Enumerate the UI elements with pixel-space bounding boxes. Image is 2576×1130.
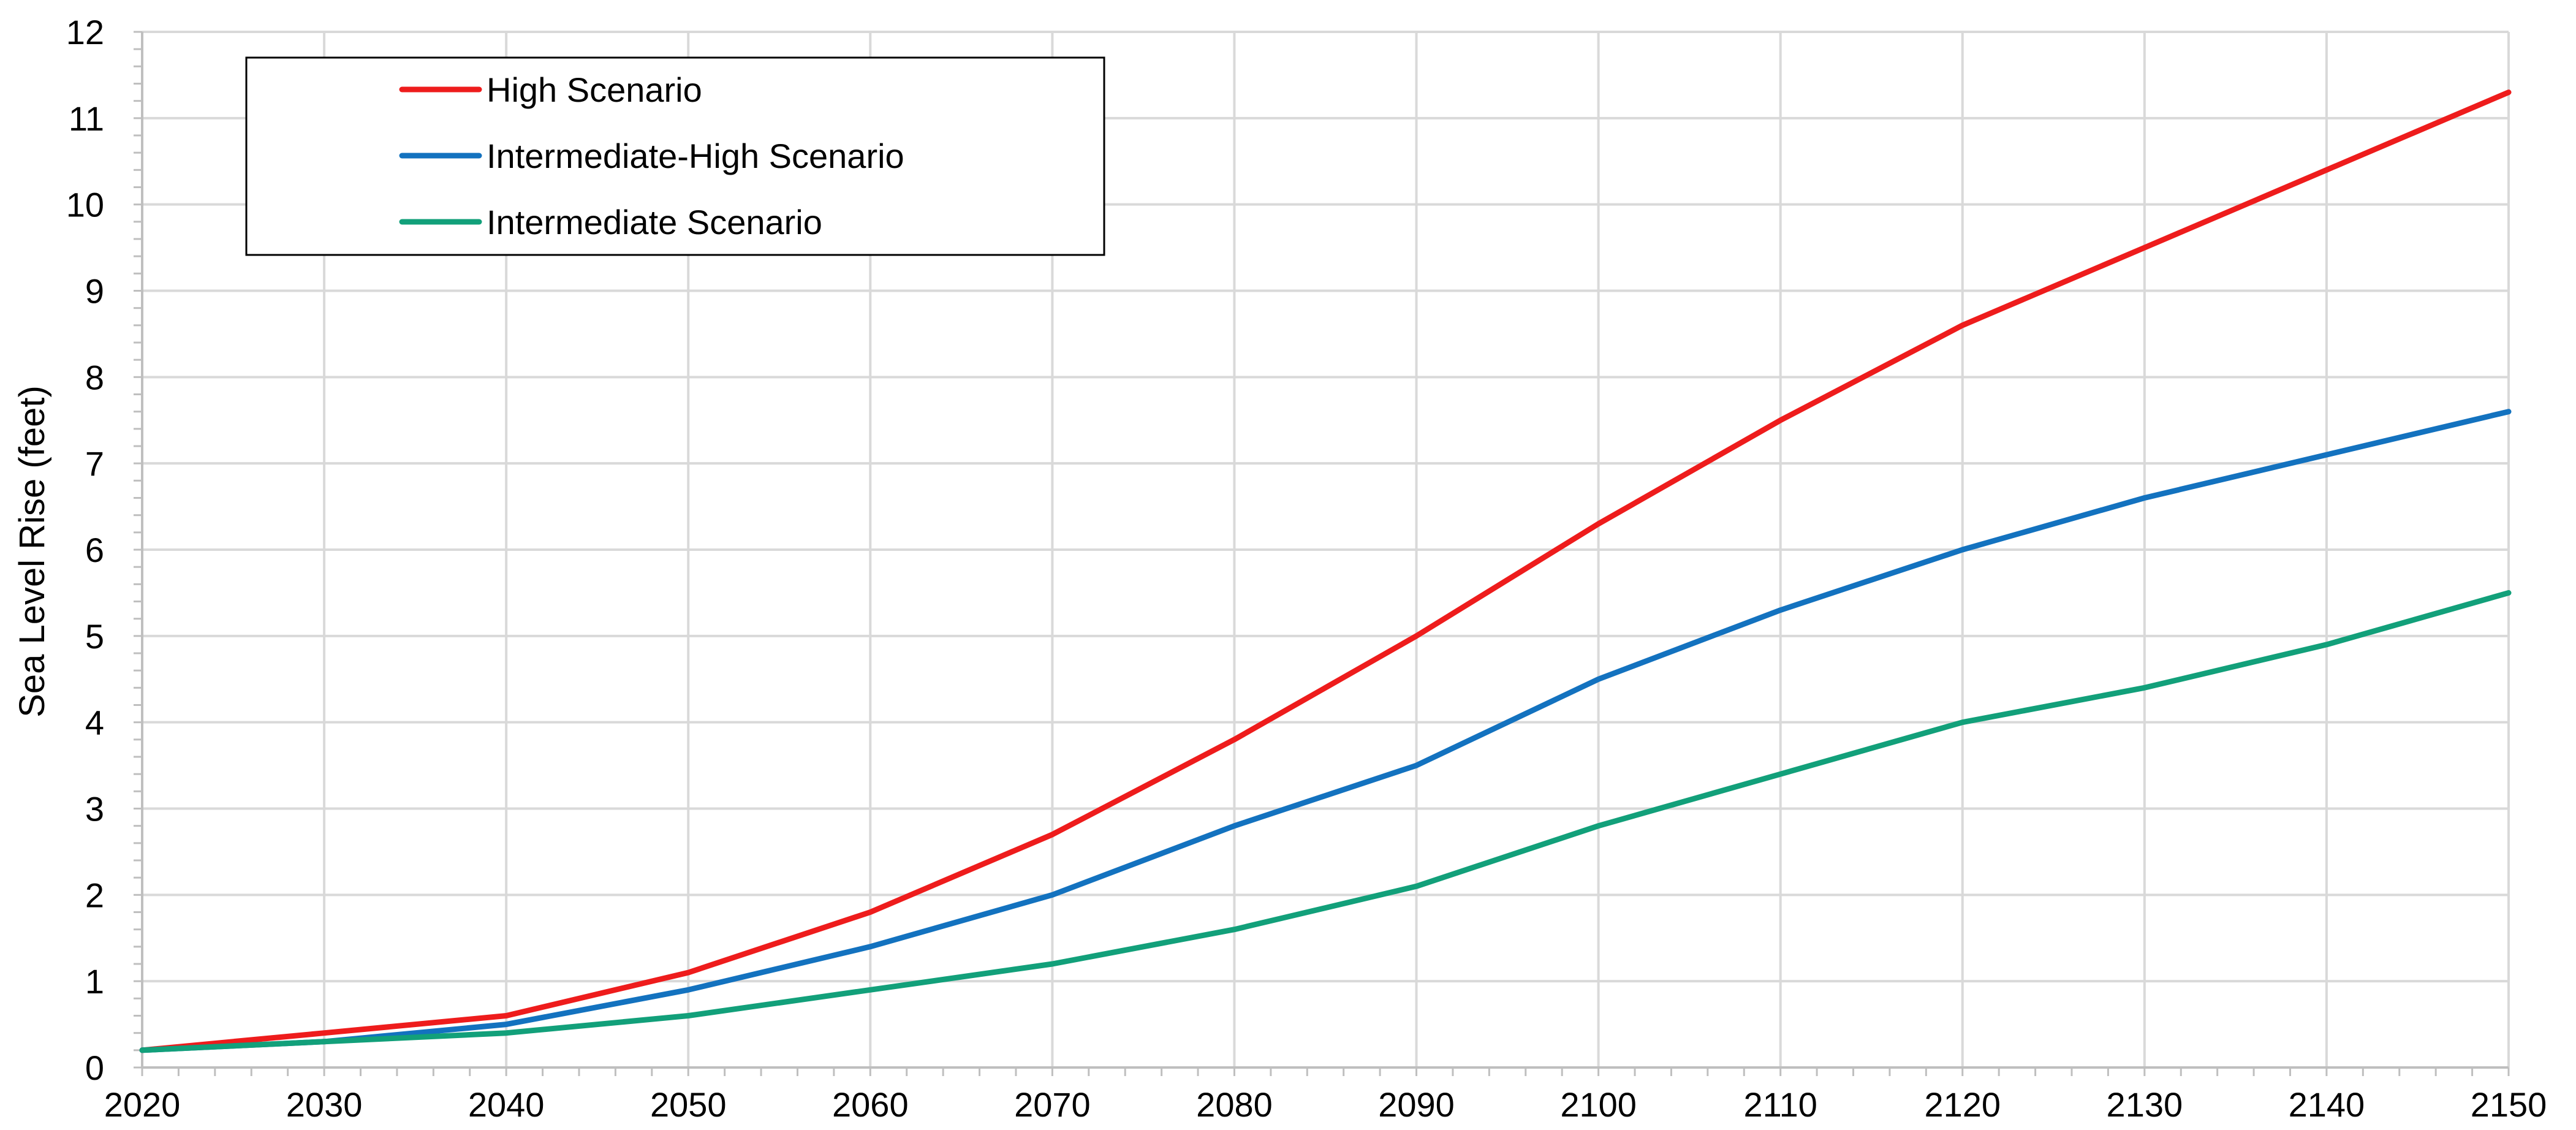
x-tick-label: 2050 (650, 1085, 727, 1124)
legend-label-intermediate-high-scenario: Intermediate-High Scenario (487, 137, 904, 175)
x-tick-label: 2020 (104, 1085, 181, 1124)
x-tick-label: 2110 (1743, 1085, 1817, 1124)
series-line-intermediate-high-scenario (139, 409, 2512, 1053)
y-tick-label: 7 (85, 444, 104, 483)
x-tick-label: 2140 (2289, 1085, 2365, 1124)
y-tick-label: 5 (85, 617, 104, 656)
x-tick-label: 2040 (468, 1085, 545, 1124)
y-tick-label: 12 (66, 13, 104, 51)
x-tick-label: 2100 (1560, 1085, 1637, 1124)
y-tick-label: 10 (66, 186, 104, 224)
y-tick-label: 6 (85, 531, 104, 569)
legend-label-intermediate-scenario: Intermediate Scenario (487, 203, 822, 241)
x-tick-label: 2070 (1014, 1085, 1091, 1124)
legend-box (245, 56, 1105, 256)
x-tick-label: 2150 (2471, 1085, 2547, 1124)
y-tick-label: 11 (69, 99, 104, 138)
legend-label-high-scenario: High Scenario (487, 70, 702, 109)
y-tick-label: 8 (85, 358, 104, 396)
data-series (139, 89, 2512, 1053)
y-tick-label: 1 (85, 962, 104, 1001)
series-line-high-scenario (139, 89, 2512, 1053)
y-tick-label: 4 (85, 703, 104, 742)
x-tick-label: 2130 (2107, 1085, 2183, 1124)
legend: High Scenario Intermediate-High Scenario I… (245, 56, 1105, 256)
x-tick-label: 2030 (286, 1085, 363, 1124)
y-tick-label: 3 (85, 790, 104, 829)
y-tick-label: 9 (85, 272, 104, 311)
y-tick-label: 0 (85, 1048, 104, 1087)
y-tick-label: 2 (85, 876, 104, 914)
x-tick-label: 2060 (832, 1085, 909, 1124)
y-axis-title: Sea Level Rise (feet) (12, 385, 52, 718)
x-tick-label: 2080 (1196, 1085, 1273, 1124)
x-tick-label: 2120 (1924, 1085, 2001, 1124)
series-line-intermediate-scenario (139, 590, 2512, 1053)
x-tick-label: 2090 (1378, 1085, 1455, 1124)
